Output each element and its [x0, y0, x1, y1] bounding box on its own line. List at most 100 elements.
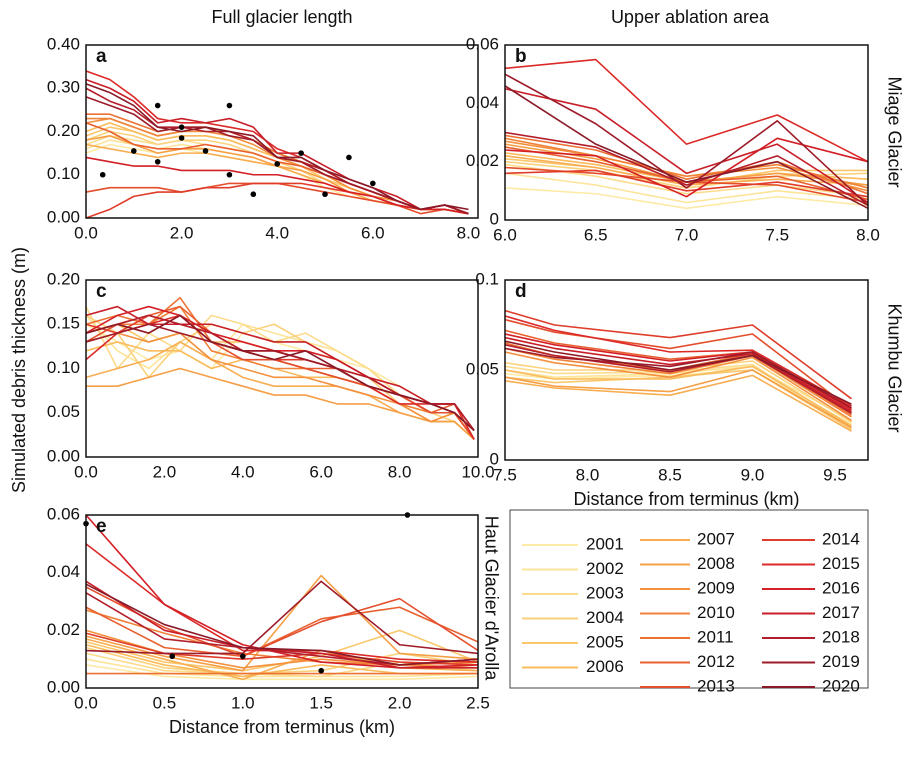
series-line	[85, 130, 469, 215]
legend-label: 2011	[697, 627, 734, 646]
plot-frame	[85, 44, 479, 219]
legend-label: 2012	[697, 652, 735, 671]
series-line	[85, 606, 479, 658]
legend-label: 2015	[822, 554, 860, 573]
series-line	[504, 169, 869, 198]
legend-label: 2008	[697, 554, 735, 573]
legend-label: 2013	[697, 676, 735, 695]
series-line	[504, 163, 869, 198]
series-line	[504, 318, 852, 411]
legend-box	[509, 509, 869, 689]
observation-point	[274, 161, 281, 167]
legend-label: 2016	[822, 578, 860, 597]
x-tick-label: 0.0	[74, 462, 98, 481]
y-tick-label: 0.00	[47, 446, 80, 465]
series-line	[85, 122, 469, 215]
observation-point	[131, 148, 137, 154]
x-tick-label: 9.5	[823, 465, 847, 484]
series-line	[85, 305, 475, 440]
x-tick-label: 9.0	[741, 465, 765, 484]
series-line	[504, 187, 869, 210]
y-tick-label: 0.20	[47, 269, 80, 288]
observation-point	[298, 150, 304, 156]
series-line	[504, 336, 852, 413]
legend-label: 2004	[586, 608, 624, 627]
series-line	[85, 305, 475, 440]
x-axis-label: Distance from terminus (km)	[573, 489, 799, 509]
observation-point	[226, 102, 233, 109]
x-tick-label: 6.0	[361, 223, 385, 242]
row-label: Khumbu Glacier	[884, 303, 904, 432]
y-tick-label: 0.02	[466, 151, 499, 170]
x-tick-label: 8.0	[856, 225, 880, 244]
series-line	[85, 586, 479, 658]
x-tick-label: 8.0	[388, 462, 412, 481]
x-tick-label: 6.0	[493, 225, 517, 244]
series-line	[85, 580, 478, 669]
series-line	[85, 514, 479, 669]
series-line	[504, 347, 852, 409]
legend-label: 2007	[697, 529, 735, 548]
series-line	[504, 374, 852, 432]
x-tick-label: 7.5	[765, 225, 789, 244]
series-line	[85, 664, 479, 681]
x-tick-label: 7.5	[493, 465, 517, 484]
legend-label: 2018	[822, 627, 860, 646]
y-tick-label: 0.00	[47, 207, 80, 226]
observation-point	[154, 158, 161, 165]
panel-letter: e	[96, 516, 107, 537]
legend-label: 2009	[697, 578, 735, 597]
y-tick-label: 0.40	[47, 34, 80, 53]
y-tick-label: 0.10	[47, 164, 80, 183]
observation-point	[318, 667, 325, 674]
y-tick-label: 0.20	[47, 121, 80, 140]
x-tick-label: 0.0	[74, 693, 98, 712]
series-line	[85, 632, 479, 666]
series-line	[504, 315, 852, 407]
y-tick-label: 0.05	[466, 359, 499, 378]
y-axis-label: Simulated debris thickness (m)	[9, 247, 29, 493]
x-tick-label: 1.0	[231, 693, 255, 712]
x-tick-label: 1.5	[309, 693, 333, 712]
series-line	[504, 85, 869, 210]
panel-letter: b	[515, 46, 527, 67]
y-tick-label: 0.04	[466, 93, 499, 112]
series-line	[504, 87, 869, 204]
x-tick-label: 8.0	[576, 465, 600, 484]
legend-label: 2002	[586, 559, 624, 578]
y-tick-label: 0.04	[47, 562, 80, 581]
panel-letter: a	[96, 46, 107, 67]
series-line	[504, 347, 852, 418]
series-line	[85, 122, 469, 215]
observation-point	[370, 180, 376, 187]
panel-letter: d	[515, 281, 527, 302]
series-line	[504, 58, 869, 163]
series-line	[85, 658, 479, 678]
observation-point	[154, 102, 161, 109]
panel-letter: c	[96, 281, 107, 302]
series-line	[85, 580, 479, 655]
observation-point	[322, 191, 328, 198]
series-line	[504, 351, 852, 422]
row-label: Haut Glacier d'Arolla	[481, 516, 501, 681]
observation-point	[202, 148, 209, 154]
observation-point	[178, 124, 185, 130]
x-tick-label: 10.0	[461, 462, 494, 481]
legend-label: 2017	[822, 603, 860, 622]
x-tick-label: 0.5	[153, 693, 177, 712]
x-tick-label: 4.0	[231, 462, 255, 481]
x-tick-label: 2.0	[388, 693, 412, 712]
series-line	[504, 340, 852, 405]
row-label: Miage Glacier	[884, 76, 904, 187]
observation-point	[240, 653, 246, 660]
series-line	[85, 543, 479, 663]
series-line	[504, 369, 852, 425]
plot-frame	[504, 279, 869, 461]
series-line	[504, 309, 852, 400]
series-line	[85, 646, 479, 675]
observation-point	[99, 171, 106, 178]
series-line	[85, 314, 475, 432]
legend-label: 2014	[822, 529, 860, 548]
legend-label: 2003	[586, 583, 624, 602]
